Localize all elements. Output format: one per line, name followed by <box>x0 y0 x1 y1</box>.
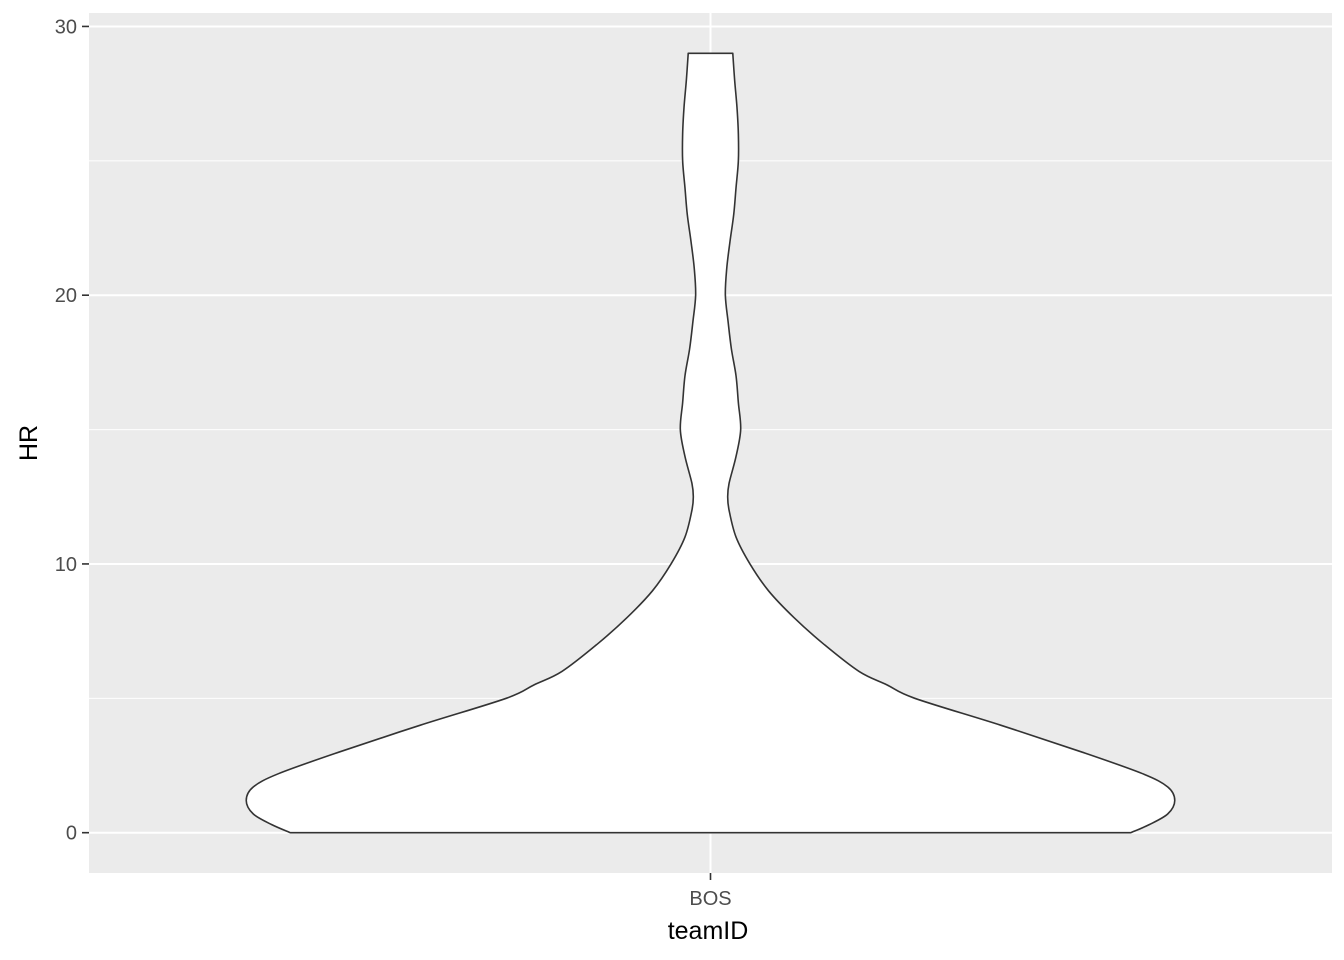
y-axis: 0 10 20 30 <box>55 16 89 845</box>
y-axis-title: HR <box>15 425 43 461</box>
x-axis: BOS <box>689 873 732 910</box>
x-axis-title: teamID <box>668 917 749 945</box>
violin-bos <box>245 52 1176 834</box>
y-tick-label: 30 <box>55 16 77 38</box>
x-tick-label: BOS <box>689 888 731 910</box>
y-tick-label: 20 <box>55 285 77 307</box>
y-tick-label: 0 <box>66 823 77 845</box>
y-tick-label: 10 <box>55 554 77 576</box>
violin-layer <box>245 52 1176 834</box>
